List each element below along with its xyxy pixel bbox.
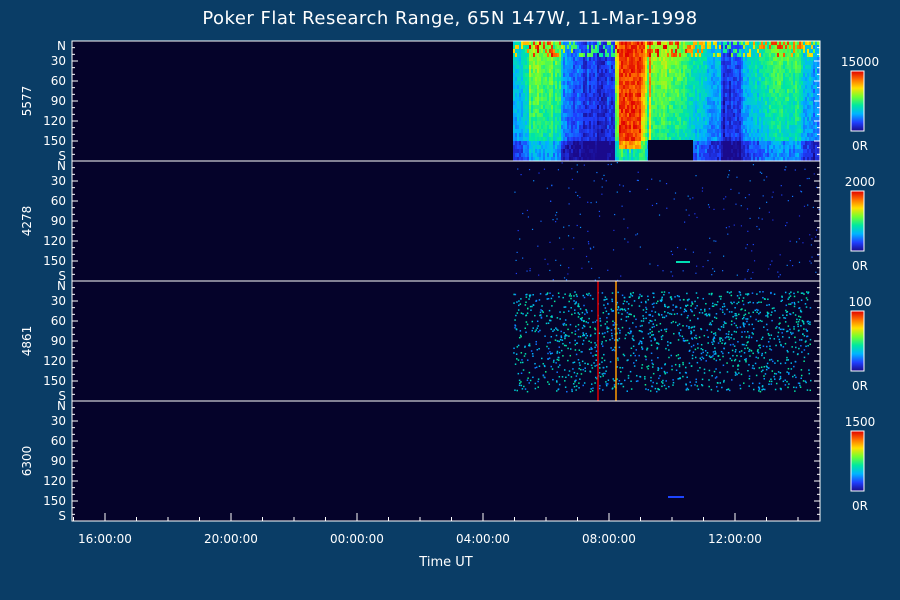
y-tick-label: 90 [51,334,66,348]
y-tick-label: 60 [51,74,66,88]
colorbar-4861: 100 0R [849,295,872,393]
y-tick-label: N [57,159,66,173]
y-tick-label: 150 [43,254,66,268]
colorbar-6300: 1500 0R [845,415,876,513]
colorbar-min-label: 0R [852,259,868,273]
y-tick-label: S [58,269,66,283]
colorbar-min-label: 0R [852,379,868,393]
y-tick-label: 150 [43,134,66,148]
y-tick-label: S [58,389,66,403]
y-tick-label: 90 [51,94,66,108]
y-tick-label: 30 [51,294,66,308]
y-tick-label: 120 [43,114,66,128]
y-tick-label: 150 [43,494,66,508]
panel-image-4861 [513,281,812,401]
colorbar-gradient [850,430,865,492]
y-tick-label: 30 [51,414,66,428]
y-tick-label: 150 [43,374,66,388]
x-tick-label: 16:00:00 [78,532,132,546]
colorbar-max-label: 2000 [845,175,876,189]
x-tick-label: 12:00:00 [708,532,762,546]
y-tick-label: 30 [51,54,66,68]
colorbar-gradient [850,190,865,252]
y-tick-label: N [57,399,66,413]
panel-image-4278 [514,162,820,281]
y-tick-label: S [58,509,66,523]
x-axis-label: Time UT [419,555,473,570]
y-tick-label: 60 [51,434,66,448]
colorbar-gradient [850,310,865,372]
colorbar-max-label: 1500 [845,415,876,429]
panel-background [72,161,820,281]
y-tick-label: 120 [43,234,66,248]
colorbar-min-label: 0R [852,499,868,513]
x-tick-label: 04:00:00 [456,532,510,546]
y-tick-label: 60 [51,194,66,208]
y-tick-label: 120 [43,354,66,368]
colorbar-max-label: 100 [849,295,872,309]
panel-label: 4861 [20,326,34,357]
y-tick-label: 90 [51,454,66,468]
panel-image-5577 [513,41,820,161]
y-tick-label: N [57,279,66,293]
data-gap-block [648,140,693,161]
x-tick-label: 08:00:00 [582,532,636,546]
y-tick-label: 120 [43,474,66,488]
y-tick-label: 60 [51,314,66,328]
y-tick-label: 90 [51,214,66,228]
panel-image-6300 [668,496,684,498]
colorbar-gradient [850,70,865,132]
panel-label: 4278 [20,206,34,237]
chart-title: Poker Flat Research Range, 65N 147W, 11-… [202,8,698,29]
y-tick-label: N [57,39,66,53]
panel-background [72,401,820,521]
colorbar-max-label: 15000 [841,55,879,69]
colorbar-5577: 15000 0R [841,55,879,153]
x-tick-label: 00:00:00 [330,532,384,546]
colorbar-min-label: 0R [852,139,868,153]
y-tick-label: 30 [51,174,66,188]
panel-label: 6300 [20,446,34,477]
x-tick-label: 20:00:00 [204,532,258,546]
panel-background [72,281,820,401]
panel-label: 5577 [20,86,34,117]
colorbar-4278: 2000 0R [845,175,876,273]
y-tick-label: S [58,149,66,163]
